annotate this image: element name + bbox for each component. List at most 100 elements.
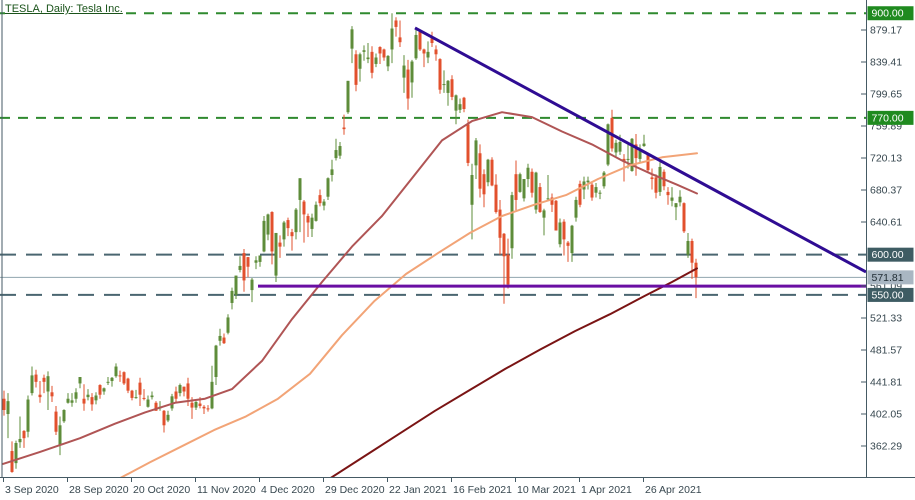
bull-candle xyxy=(542,210,546,218)
bear-candle xyxy=(418,31,422,50)
descending-trendline[interactable] xyxy=(414,26,866,274)
bull-candle xyxy=(214,345,218,378)
bull-candle xyxy=(410,61,414,83)
bull-candle xyxy=(150,395,154,398)
bull-candle xyxy=(74,392,78,399)
date-tick-label: 4 Dec 2020 xyxy=(261,484,315,496)
bull-candle xyxy=(86,394,90,398)
bear-candle xyxy=(182,386,186,392)
bear-candle xyxy=(38,394,42,398)
bear-candle xyxy=(354,54,358,85)
bull-candle xyxy=(102,388,106,392)
bear-candle xyxy=(430,38,434,44)
bear-candle xyxy=(142,397,146,399)
date-tick-label: 20 Oct 2020 xyxy=(133,484,190,496)
bear-candle xyxy=(490,159,494,186)
price-tick-label: 640.61 xyxy=(870,216,902,228)
ma-mid-salmon xyxy=(120,152,698,477)
bear-candle xyxy=(482,174,486,195)
bull-candle xyxy=(374,57,378,64)
bear-candle xyxy=(2,398,6,411)
bull-candle xyxy=(226,317,230,333)
bear-candle xyxy=(90,397,94,405)
bear-candle xyxy=(462,97,466,110)
bull-candle xyxy=(310,217,314,229)
ma-overlays xyxy=(2,111,698,477)
bull-candle xyxy=(70,400,74,403)
bear-candle xyxy=(666,191,670,196)
bull-candle xyxy=(194,401,198,408)
bull-candle xyxy=(618,142,622,152)
bull-candle xyxy=(638,150,642,159)
bull-candle xyxy=(338,146,342,156)
svg-text:770.00: 770.00 xyxy=(872,112,904,124)
bull-candle xyxy=(606,124,610,165)
bear-candle xyxy=(434,49,438,55)
price-tick-label: 799.65 xyxy=(870,88,902,100)
bear-candle xyxy=(138,382,142,395)
bull-candle xyxy=(234,275,238,295)
bear-candle xyxy=(494,184,498,213)
bear-candle xyxy=(154,402,158,411)
bear-candle xyxy=(286,220,290,229)
bull-candle xyxy=(358,54,362,69)
bull-candle xyxy=(250,279,254,291)
bull-candle xyxy=(238,265,242,270)
bull-candle xyxy=(386,55,390,67)
price-tick-label: 680.37 xyxy=(870,184,902,196)
bull-candle xyxy=(170,396,174,409)
bull-candle xyxy=(322,201,326,206)
time-axis[interactable]: 3 Sep 2020 28 Sep 2020 20 Oct 2020 11 Nov 2… xyxy=(3,477,702,496)
bear-candle xyxy=(690,240,694,263)
bull-candle xyxy=(6,401,10,415)
bull-candle xyxy=(326,178,330,197)
bull-candle xyxy=(366,57,370,60)
level-price-badge xyxy=(867,287,914,302)
bear-candle xyxy=(398,37,402,43)
ma-fast-red xyxy=(2,111,698,465)
bull-candle xyxy=(362,50,366,52)
bear-candle xyxy=(538,187,542,213)
bear-candle xyxy=(302,201,306,215)
bull-candle xyxy=(426,51,430,58)
bull-candle xyxy=(390,28,394,50)
price-tick-label: 402.05 xyxy=(870,408,902,420)
level-price-badge xyxy=(867,247,914,262)
trend-objects xyxy=(258,26,866,288)
candles-series xyxy=(2,13,698,473)
price-axis[interactable]: 879.17839.41799.65759.89720.13680.37640.… xyxy=(861,6,914,452)
bull-candle xyxy=(558,222,562,245)
bear-candle xyxy=(130,390,134,398)
bear-candle xyxy=(270,212,274,252)
price-tick-label: 481.57 xyxy=(870,344,902,356)
bull-candle xyxy=(66,398,70,403)
bull-candle xyxy=(630,138,634,171)
bear-candle xyxy=(634,144,638,159)
bull-candle xyxy=(658,166,662,192)
svg-text:900.00: 900.00 xyxy=(872,8,904,20)
bear-candle xyxy=(502,233,506,257)
bull-candle xyxy=(526,167,530,180)
bull-candle xyxy=(26,399,30,432)
bear-candle xyxy=(566,242,570,246)
current-price-badge xyxy=(867,270,914,285)
price-tick-label: 879.17 xyxy=(870,25,902,37)
bear-candle xyxy=(506,254,510,285)
bull-candle xyxy=(58,425,62,446)
bear-candle xyxy=(246,257,250,267)
bear-candle xyxy=(382,49,386,58)
bull-candle xyxy=(534,172,538,210)
bear-candle xyxy=(50,392,54,397)
bear-candle xyxy=(450,79,454,97)
date-tick-label: 11 Nov 2020 xyxy=(197,484,256,496)
bull-candle xyxy=(30,375,34,394)
bull-candle xyxy=(218,335,222,341)
bear-candle xyxy=(406,69,410,99)
bear-candle xyxy=(162,410,166,426)
bull-candle xyxy=(522,179,526,199)
bull-candle xyxy=(18,438,22,443)
bear-candle xyxy=(466,124,470,163)
bear-candle xyxy=(82,398,86,404)
